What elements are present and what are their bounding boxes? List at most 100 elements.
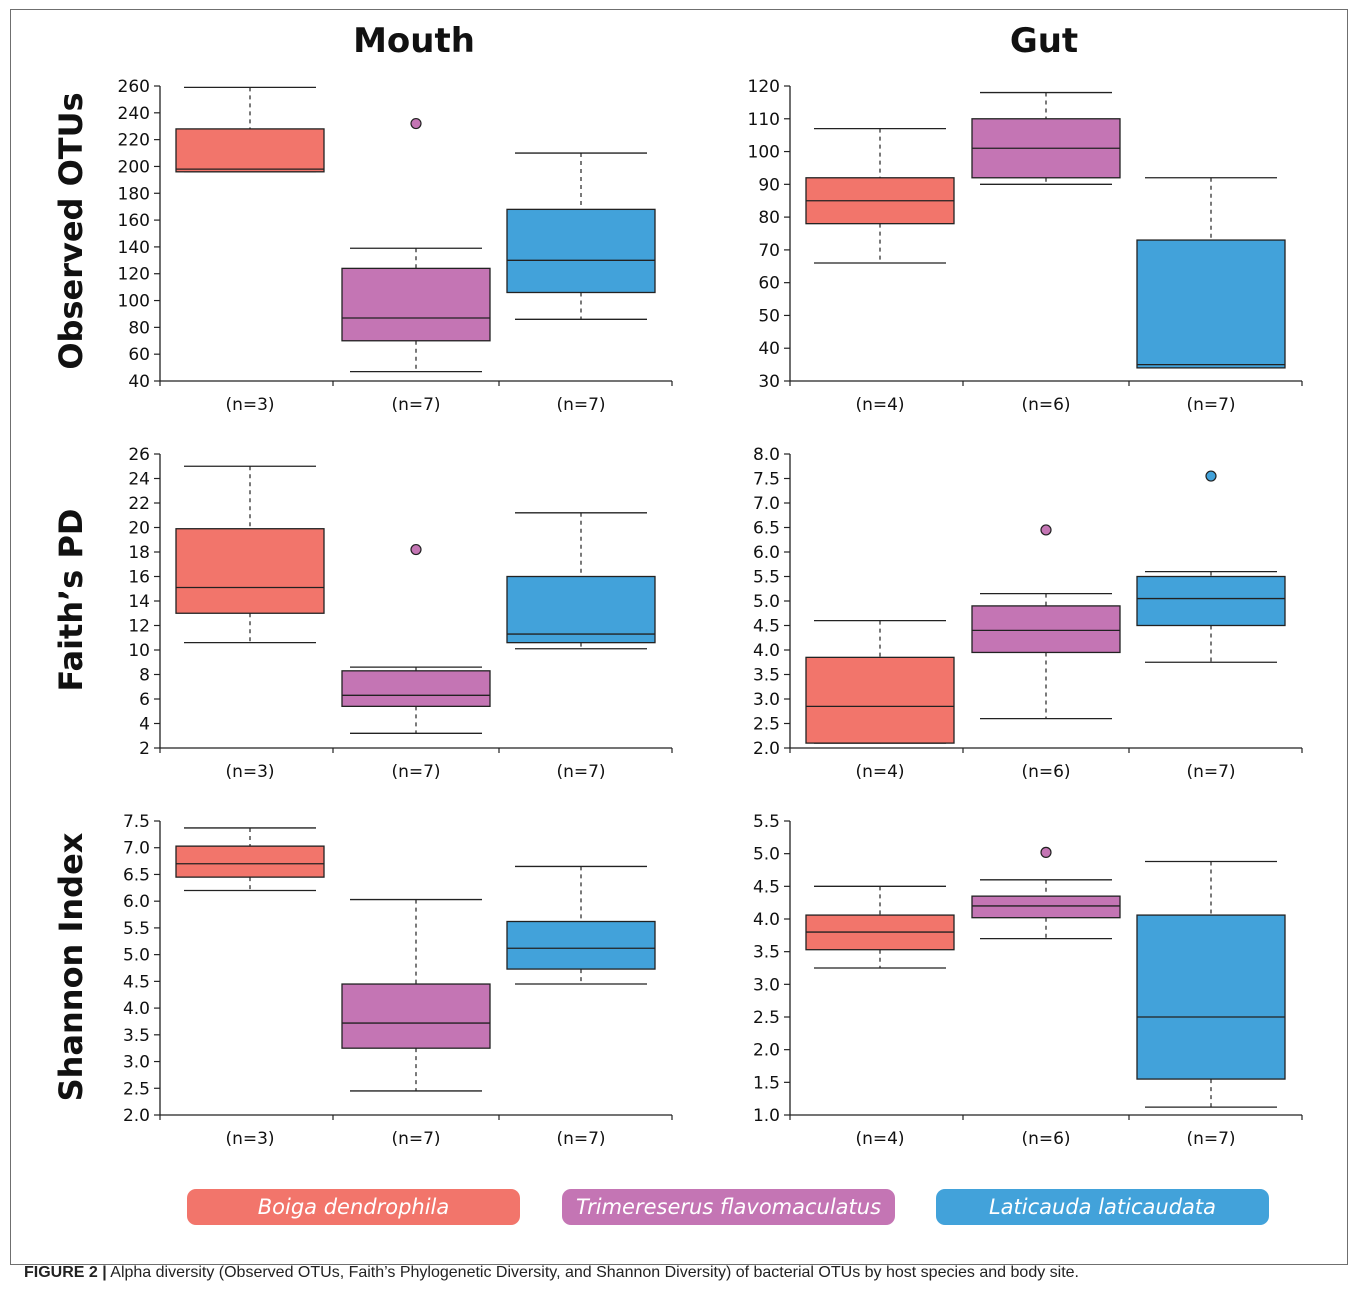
y-tick-label: 5.5 [123, 919, 150, 939]
y-tick-label: 10 [128, 641, 150, 661]
y-tick-label: 100 [748, 143, 780, 163]
box-laticauda-laticaudata [1136, 239, 1286, 369]
panel-mouth-shannon-index: 2.0 2.5 3.0 3.5 4.0 4.5 5.0 5.5 6.0 6.5 7.0 7.5 (n=3… [123, 812, 673, 1149]
y-tick-label: 60 [128, 345, 150, 365]
box-boiga-dendrophila [175, 528, 325, 614]
y-tick-label: 5.0 [123, 946, 150, 966]
y-tick-label: 4.5 [753, 617, 780, 637]
y-tick-label: 3.0 [753, 690, 780, 710]
category-label: (n=6) [1021, 762, 1070, 782]
y-tick-label: 6.5 [123, 865, 150, 885]
panel-gut-shannon-index: 1.0 1.5 2.0 2.5 3.0 3.5 4.0 4.5 5.0 5.5 (n=4) (n=6)… [753, 812, 1303, 1149]
box-trimereserus-flavomaculatus [971, 895, 1121, 919]
y-tick-label: 90 [758, 175, 780, 195]
y-tick-label: 5.0 [753, 845, 780, 865]
y-tick-label: 6.0 [753, 543, 780, 563]
y-tick-label: 3.0 [123, 1053, 150, 1073]
y-tick-label: 4.5 [753, 877, 780, 897]
category-label: (n=6) [1021, 395, 1070, 415]
category-label: (n=7) [391, 1129, 440, 1149]
y-tick-label: 260 [118, 77, 150, 97]
panel-gut-faith-s-pd: 2.0 2.5 3.0 3.5 4.0 4.5 5.0 5.5 6.0 6.5 7.0 7.5 8.0 (… [753, 445, 1303, 782]
y-tick-label: 200 [118, 157, 150, 177]
y-tick-label: 7.0 [123, 839, 150, 859]
y-tick-label: 30 [758, 372, 780, 392]
box-laticauda-laticaudata [506, 208, 656, 294]
y-tick-label: 6.0 [123, 892, 150, 912]
box-laticauda-laticaudata [1136, 575, 1286, 627]
box-laticauda-laticaudata [1136, 914, 1286, 1080]
y-tick-label: 7.5 [753, 470, 780, 490]
category-label: (n=6) [1021, 1129, 1070, 1149]
y-tick-label: 40 [128, 372, 150, 392]
category-label: (n=7) [556, 762, 605, 782]
y-tick-label: 110 [748, 110, 780, 130]
y-tick-label: 80 [758, 208, 780, 228]
column-title-mouth: Mouth [353, 21, 475, 61]
category-label: (n=7) [391, 395, 440, 415]
y-tick-label: 220 [118, 131, 150, 151]
row-title-faiths-pd: Faith’s PD [52, 509, 90, 692]
y-tick-label: 120 [748, 77, 780, 97]
panel-gut-observed-otus: 30 40 50 60 70 80 90 100 110 120 (n=4) (n=6) (n=7) [748, 77, 1303, 415]
box-trimereserus-flavomaculatus [971, 605, 1121, 654]
y-tick-label: 4.0 [753, 910, 780, 930]
box-trimereserus-flavomaculatus [341, 983, 491, 1049]
y-tick-label: 240 [118, 104, 150, 124]
outlier-point [1040, 846, 1052, 858]
figure-frame [10, 9, 1348, 1265]
caption-label: FIGURE 2 | [24, 1264, 107, 1281]
category-label: (n=3) [225, 395, 274, 415]
y-tick-label: 2 [139, 739, 150, 759]
box-boiga-dendrophila [175, 128, 325, 173]
y-tick-label: 8.0 [753, 445, 780, 465]
y-tick-label: 1.0 [753, 1106, 780, 1126]
y-tick-label: 16 [128, 568, 150, 588]
figure-caption: FIGURE 2 | Alpha diversity (Observed OTU… [24, 1264, 1344, 1282]
category-label: (n=7) [1186, 395, 1235, 415]
panel-mouth-observed-otus: 40 60 80 100 120 140 160 180 200 220 240 260 (n=3) (n… [118, 77, 673, 415]
box-laticauda-laticaudata [506, 575, 656, 644]
y-tick-label: 50 [758, 306, 780, 326]
y-tick-label: 4 [139, 715, 150, 735]
legend-label-trimereserus: Trimereserus flavomaculatus [575, 1195, 882, 1219]
y-tick-label: 2.5 [753, 715, 780, 735]
legend-label-laticauda: Laticauda laticaudata [988, 1195, 1217, 1219]
category-label: (n=4) [855, 762, 904, 782]
y-tick-label: 5.0 [753, 592, 780, 612]
y-tick-label: 70 [758, 241, 780, 261]
row-title-observed-otus: Observed OTUs [52, 92, 90, 369]
y-tick-label: 12 [128, 617, 150, 637]
category-label: (n=7) [556, 395, 605, 415]
y-tick-label: 8 [139, 666, 150, 686]
y-tick-label: 3.5 [753, 943, 780, 963]
y-tick-label: 3.5 [123, 1026, 150, 1046]
category-label: (n=7) [556, 1129, 605, 1149]
outlier-point [410, 543, 422, 556]
legend-boiga-dendrophila: Boiga dendrophila [187, 1189, 520, 1225]
category-label: (n=4) [855, 1129, 904, 1149]
y-tick-label: 3.0 [753, 975, 780, 995]
y-tick-label: 2.0 [123, 1106, 150, 1126]
y-tick-label: 3.5 [753, 666, 780, 686]
column-title-gut: Gut [1010, 21, 1078, 61]
caption-text: Alpha diversity (Observed OTUs, Faith’s … [106, 1264, 1079, 1281]
category-label: (n=7) [1186, 1129, 1235, 1149]
box-laticauda-laticaudata [506, 920, 656, 970]
y-tick-label: 26 [128, 445, 150, 465]
y-tick-label: 7.0 [753, 494, 780, 514]
category-label: (n=4) [855, 395, 904, 415]
y-tick-label: 6.5 [753, 519, 780, 539]
y-tick-label: 180 [118, 184, 150, 204]
y-tick-label: 14 [128, 592, 150, 612]
box-boiga-dendrophila [805, 656, 955, 744]
y-tick-label: 160 [118, 211, 150, 231]
y-tick-label: 4.0 [753, 641, 780, 661]
y-tick-label: 40 [758, 339, 780, 359]
category-label: (n=3) [225, 762, 274, 782]
legend-label-boiga: Boiga dendrophila [257, 1195, 450, 1219]
outlier-point [1040, 524, 1052, 536]
y-tick-label: 120 [118, 265, 150, 285]
y-tick-label: 18 [128, 543, 150, 563]
